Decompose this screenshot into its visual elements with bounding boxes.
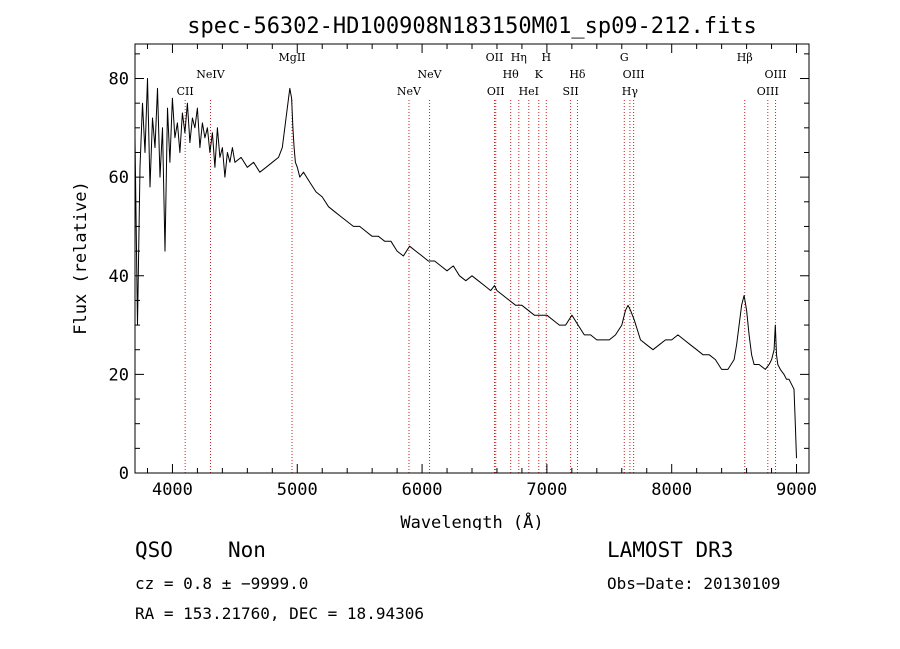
spectrum-line: [134, 78, 797, 459]
plot-frame: [134, 43, 810, 474]
spectral-line-label: Hθ: [503, 68, 520, 81]
spectral-line-label: OIII: [765, 68, 787, 81]
chart-title: spec-56302-HD100908N183150M01_sp09-212.f…: [187, 14, 757, 39]
spectral-line-label: Hγ: [622, 85, 639, 98]
axis-ticks: 4000 5000 6000 7000 8000 9000 0 20 40 60 80: [109, 44, 817, 500]
object-class: QSO: [135, 538, 173, 562]
spectral-line-label: HeI: [519, 85, 539, 98]
spectral-line-label: G: [620, 51, 629, 64]
y-axis-label: Flux (relative): [71, 181, 91, 335]
spectral-line-label: NeV: [418, 68, 443, 81]
spectral-line-label: CII: [177, 85, 194, 98]
y-tick-label: 80: [109, 70, 129, 90]
redshift-value: cz = 0.8 ± −9999.0: [135, 574, 309, 593]
spectral-line-label: OIII: [623, 68, 645, 81]
spectral-line-label: H: [541, 51, 551, 64]
x-axis-label: Wavelength (Å): [400, 511, 543, 530]
y-tick-label: 20: [109, 365, 129, 385]
spectrum-chart: spec-56302-HD100908N183150M01_sp09-212.f…: [71, 14, 817, 530]
x-tick-label: 4000: [152, 480, 193, 500]
spectral-line-label: MgII: [279, 51, 306, 64]
observation-date: Obs−Date: 20130109: [607, 574, 781, 593]
x-tick-label: 8000: [651, 480, 692, 500]
coordinates: RA = 153.21760, DEC = 18.94306: [135, 604, 424, 623]
spectral-line-label: OIII: [757, 85, 779, 98]
spectral-line-label: K: [535, 68, 544, 81]
spectral-line-label: NeIV: [196, 68, 225, 81]
y-tick-label: 40: [109, 267, 129, 287]
y-tick-label: 0: [119, 464, 129, 484]
spectrum-series: [134, 78, 797, 459]
y-tick-label: 60: [109, 168, 129, 188]
spectral-line-label: Hδ: [569, 68, 586, 81]
spectral-line-label: Hη: [511, 51, 527, 64]
x-tick-label: 7000: [526, 480, 567, 500]
spectral-line-label: NeV: [397, 85, 422, 98]
spectral-line-label: Hβ: [737, 51, 753, 64]
spectral-line-label: SII: [562, 85, 578, 98]
x-tick-label: 6000: [402, 480, 443, 500]
x-tick-label: 5000: [277, 480, 318, 500]
x-tick-label: 9000: [776, 480, 817, 500]
spectral-line-label: OII: [486, 51, 504, 64]
spectral-line-label: OII: [487, 85, 505, 98]
data-release: LAMOST DR3: [607, 538, 734, 562]
object-subclass: Non: [228, 538, 266, 562]
